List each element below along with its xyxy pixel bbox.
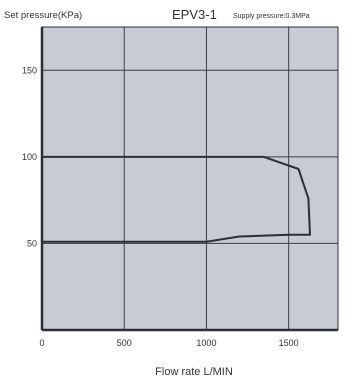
y-tick-label-50: 50 [27,238,37,248]
axes [40,26,339,332]
y-tick-label-150: 150 [22,65,37,75]
x-tick-label-0: 0 [39,338,44,348]
y-axis-title: Set pressure(KPa) [4,10,82,21]
y-tick-labels: 50 100 150 [22,65,37,248]
x-tick-labels: 0 500 1000 1500 [39,338,298,348]
chart-title: EPV3-1 [172,7,217,22]
chart-subtitle: Supply pressure:0.3MPa [233,13,310,20]
x-axis-title: Flow rate L/MIN [155,366,233,378]
x-tick-label-1500: 1500 [279,338,299,348]
x-tick-label-1000: 1000 [196,338,216,348]
pressure-curve [42,155,311,243]
y-tick-label-100: 100 [22,152,37,162]
plot-area [42,27,338,330]
x-tick-label-500: 500 [117,338,132,348]
